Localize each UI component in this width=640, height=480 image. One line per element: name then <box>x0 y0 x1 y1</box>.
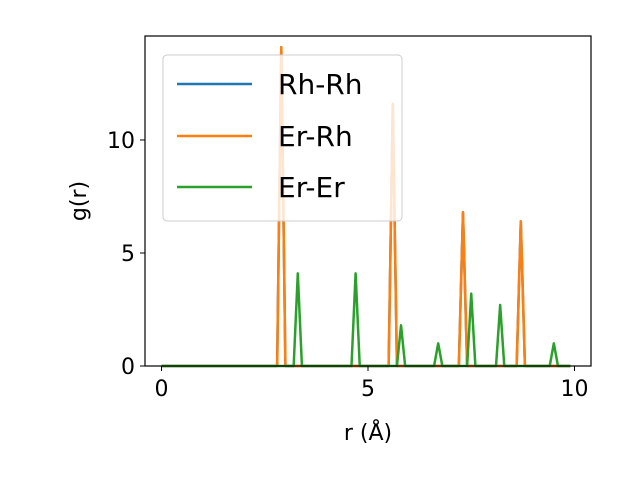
y-tick-label: 5 <box>121 242 135 267</box>
x-axis-label: r (Å) <box>344 419 392 446</box>
legend-frame <box>162 54 403 222</box>
x-tick-label: 10 <box>560 377 588 402</box>
y-axis-label: g(r) <box>67 181 92 221</box>
legend-label-er-rh: Er-Rh <box>278 120 353 153</box>
y-axis-ticks: 0 5 10 <box>107 129 145 380</box>
legend: Rh-Rh Er-Rh Er-Er <box>162 54 403 222</box>
x-tick-label: 0 <box>155 377 169 402</box>
legend-label-er-er: Er-Er <box>278 171 345 204</box>
y-tick-label: 10 <box>107 129 135 154</box>
y-tick-label: 0 <box>121 355 135 380</box>
legend-label-rh-rh: Rh-Rh <box>278 68 363 101</box>
x-tick-label: 5 <box>361 377 375 402</box>
x-axis-ticks: 0 5 10 <box>155 366 588 402</box>
